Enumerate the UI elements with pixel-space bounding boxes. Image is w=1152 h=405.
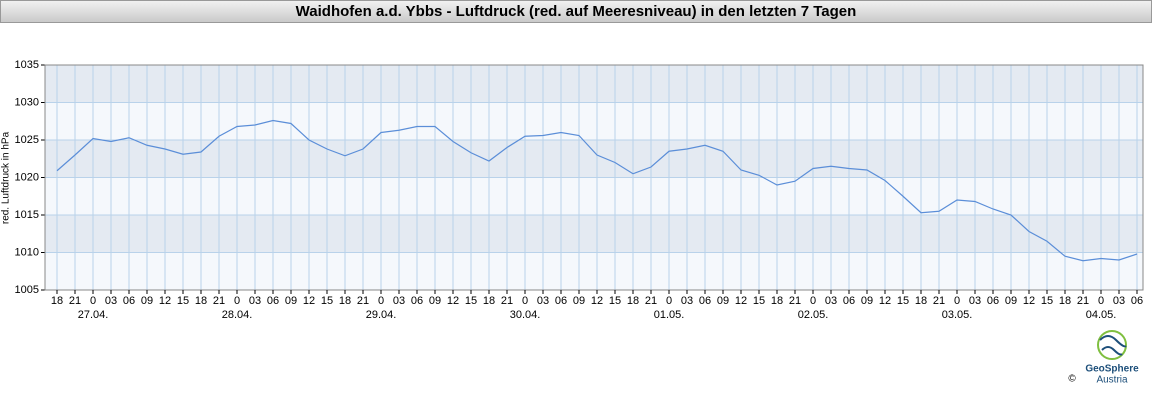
x-tick-label: 12 — [735, 295, 747, 307]
x-date-label: 29.04. — [366, 309, 397, 321]
x-tick-label: 09 — [861, 295, 873, 307]
y-tick-label: 1015 — [15, 209, 39, 221]
logo-icon — [1097, 330, 1127, 360]
x-tick-label: 15 — [177, 295, 189, 307]
grid-band — [45, 102, 1143, 140]
x-date-label: 28.04. — [222, 309, 253, 321]
x-tick-label: 15 — [609, 295, 621, 307]
copyright: © — [1068, 374, 1076, 385]
x-tick-label: 03 — [681, 295, 693, 307]
x-tick-label: 21 — [789, 295, 801, 307]
x-tick-label: 21 — [933, 295, 945, 307]
x-tick-label: 15 — [465, 295, 477, 307]
y-tick-label: 1030 — [15, 96, 39, 108]
x-tick-label: 09 — [285, 295, 297, 307]
x-tick-label: 06 — [987, 295, 999, 307]
line — [56, 119, 1138, 262]
x-tick-label: 09 — [573, 295, 585, 307]
x-tick-label: 21 — [213, 295, 225, 307]
x-tick-label: 15 — [897, 295, 909, 307]
x-tick-label: 0 — [522, 295, 528, 307]
y-tick-label: 1020 — [15, 171, 39, 183]
x-tick-label: 18 — [483, 295, 495, 307]
grid-band — [45, 140, 1143, 178]
x-tick-label: 03 — [105, 295, 117, 307]
x-tick-label: 0 — [810, 295, 816, 307]
x-tick-label: 06 — [411, 295, 423, 307]
x-tick-label: 0 — [1098, 295, 1104, 307]
x-tick-label: 0 — [666, 295, 672, 307]
x-date-label: 03.05. — [942, 309, 973, 321]
y-tick-label: 1010 — [15, 246, 39, 258]
x-tick-label: 18 — [195, 295, 207, 307]
x-tick-label: 21 — [357, 295, 369, 307]
x-tick-label: 09 — [717, 295, 729, 307]
logo-name: GeoSphere — [1085, 364, 1139, 375]
logo — [1097, 330, 1127, 360]
x-tick-label: 12 — [159, 295, 171, 307]
x-tick-label: 03 — [1113, 295, 1125, 307]
x-tick-label: 21 — [501, 295, 513, 307]
x-tick-label: 09 — [141, 295, 153, 307]
x-date-label: 04.05. — [1086, 309, 1117, 321]
x-tick-label: 12 — [591, 295, 603, 307]
x-tick-label: 09 — [429, 295, 441, 307]
grid-band — [45, 177, 1143, 215]
x-tick-label: 18 — [1059, 295, 1071, 307]
x-tick-label: 09 — [1005, 295, 1017, 307]
x-tick-label: 03 — [393, 295, 405, 307]
x-tick-label: 18 — [51, 295, 63, 307]
x-tick-label: 06 — [843, 295, 855, 307]
x-tick-label: 0 — [90, 295, 96, 307]
x-tick-label: 0 — [378, 295, 384, 307]
x-tick-label: 18 — [915, 295, 927, 307]
x-tick-label: 03 — [825, 295, 837, 307]
x-tick-label: 06 — [1131, 295, 1143, 307]
y-tick-label: 1005 — [15, 284, 39, 296]
x-tick-label: 03 — [537, 295, 549, 307]
chart-title: Waidhofen a.d. Ybbs - Luftdruck (red. au… — [296, 3, 857, 20]
x-date-label: 02.05. — [798, 309, 829, 321]
grid-band — [45, 252, 1143, 290]
plot-frame — [44, 64, 1144, 291]
x-tick-label: 21 — [645, 295, 657, 307]
x-tick-label: 18 — [339, 295, 351, 307]
grid-band — [45, 215, 1143, 253]
logo-icon — [1099, 335, 1127, 356]
x-tick-label: 12 — [1023, 295, 1035, 307]
x-tick-label: 12 — [447, 295, 459, 307]
x-tick-label: 21 — [1077, 295, 1089, 307]
x-tick-label: 18 — [771, 295, 783, 307]
x-tick-label: 03 — [969, 295, 981, 307]
x-tick-label: 06 — [267, 295, 279, 307]
x-date-label: 30.04. — [510, 309, 541, 321]
logo-sub: Austria — [1096, 375, 1128, 386]
x-tick-label: 06 — [555, 295, 567, 307]
x-tick-label: 06 — [123, 295, 135, 307]
x-tick-label: 21 — [69, 295, 81, 307]
x-tick-label: 12 — [303, 295, 315, 307]
grid-band — [45, 65, 1143, 103]
y-tick-label: 1025 — [15, 134, 39, 146]
x-tick-label: 0 — [954, 295, 960, 307]
x-tick-label: 15 — [753, 295, 765, 307]
x-date-label: 01.05. — [654, 309, 685, 321]
x-tick-label: 15 — [1041, 295, 1053, 307]
y-axis-label: red. Luftdruck in hPa — [1, 131, 12, 224]
x-date-label: 27.04. — [78, 309, 109, 321]
x-tick-label: 15 — [321, 295, 333, 307]
y-tick-label: 1035 — [15, 59, 39, 71]
x-tick-label: 18 — [627, 295, 639, 307]
x-tick-label: 0 — [234, 295, 240, 307]
x-tick-label: 12 — [879, 295, 891, 307]
x-tick-label: 06 — [699, 295, 711, 307]
x-tick-label: 03 — [249, 295, 261, 307]
